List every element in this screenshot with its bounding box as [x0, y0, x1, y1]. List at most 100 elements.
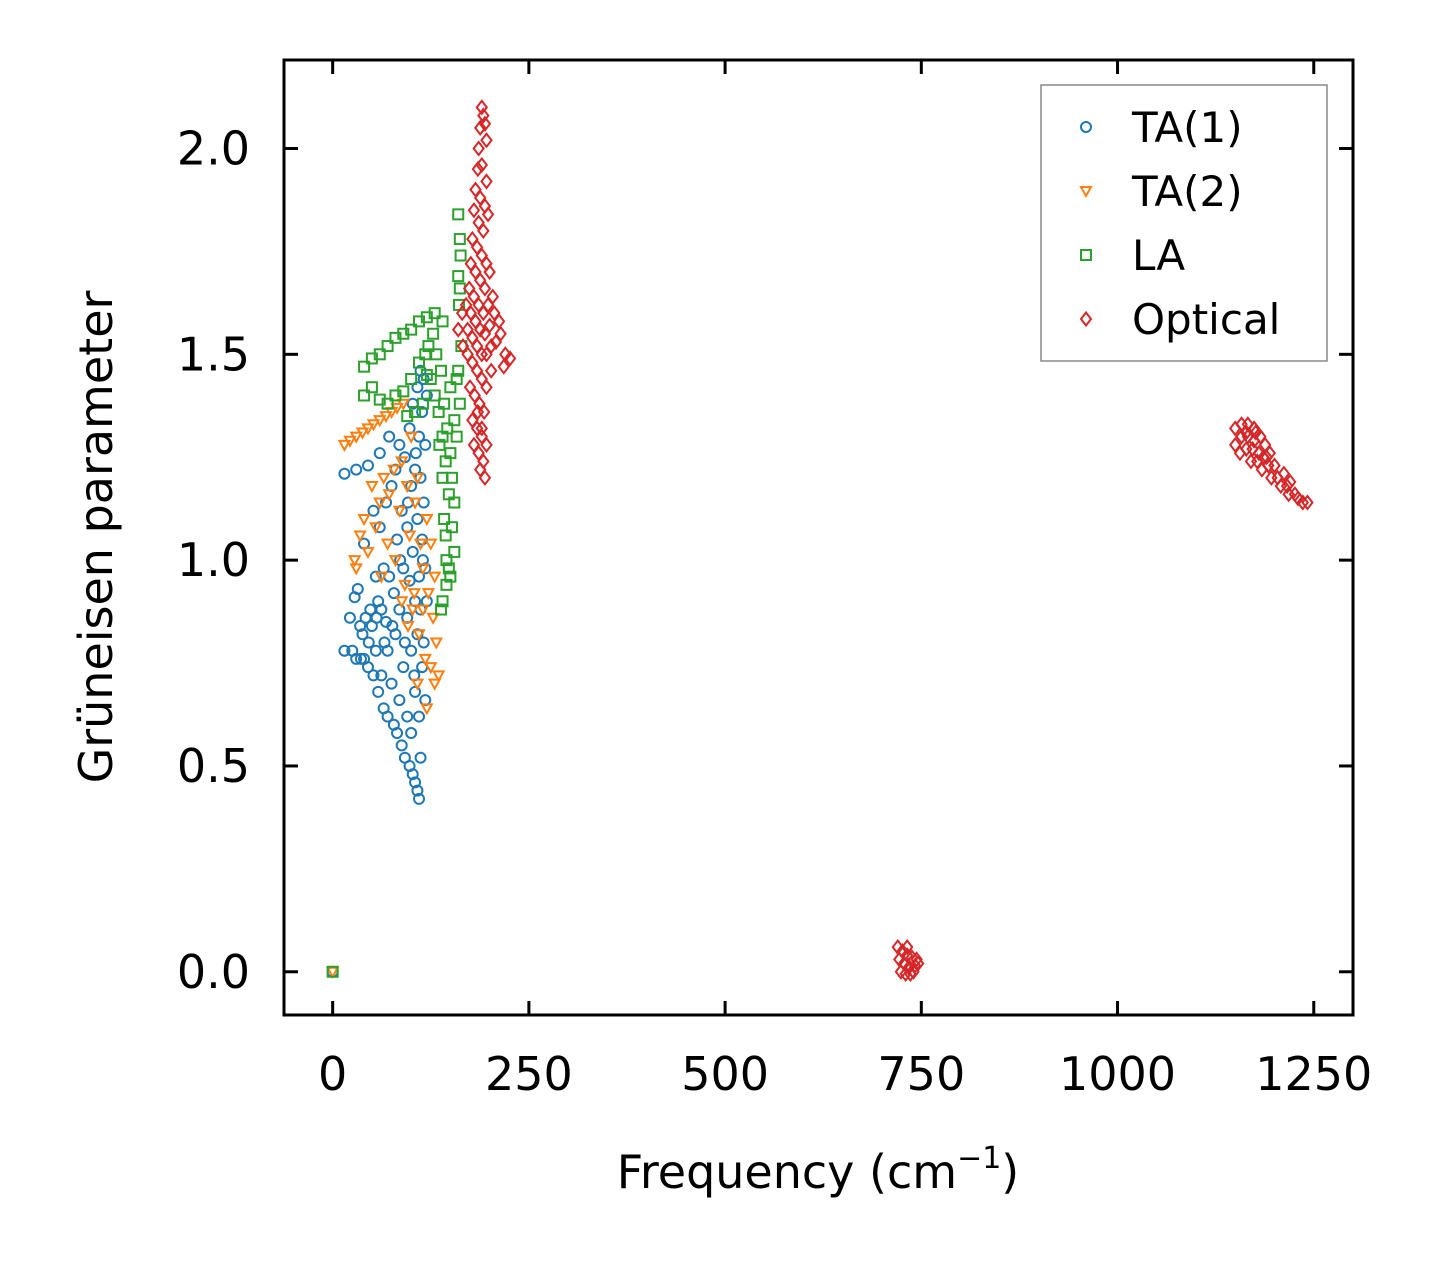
data-point — [411, 512, 424, 525]
data-point — [406, 768, 419, 781]
data-point — [343, 435, 357, 448]
data-point — [448, 414, 461, 427]
legend-label: Optical — [1132, 295, 1280, 344]
data-point — [349, 563, 363, 576]
data-point — [426, 612, 440, 625]
data-point — [411, 784, 424, 797]
data-point — [410, 678, 425, 691]
data-point — [392, 505, 407, 518]
data-point — [450, 430, 463, 443]
data-point — [386, 620, 399, 633]
data-point — [424, 662, 438, 675]
data-point — [486, 288, 500, 305]
data-point — [350, 652, 363, 665]
data-point — [424, 373, 437, 386]
data-point — [381, 710, 394, 723]
data-point — [361, 546, 375, 559]
data-point — [452, 270, 465, 283]
data-point — [1277, 465, 1291, 482]
data-point — [453, 233, 466, 246]
data-point — [427, 678, 442, 691]
data-point — [401, 710, 414, 723]
data-point — [444, 381, 457, 394]
legend-marker — [1079, 310, 1093, 328]
data-point — [398, 579, 412, 592]
data-point — [419, 438, 432, 451]
data-point — [367, 504, 380, 517]
series-ta-2 — [325, 398, 446, 979]
data-point — [416, 563, 430, 576]
data-point — [410, 472, 425, 485]
data-point — [382, 489, 396, 502]
data-point — [427, 327, 440, 340]
data-point — [420, 389, 433, 402]
data-point — [477, 107, 490, 124]
data-point — [441, 422, 454, 435]
data-point — [453, 397, 466, 410]
data-point — [434, 603, 447, 616]
data-point — [405, 727, 418, 740]
data-point — [448, 496, 461, 509]
data-point — [405, 323, 418, 336]
data-point — [356, 628, 369, 641]
data-point — [908, 957, 922, 974]
data-point — [402, 530, 417, 543]
data-point — [483, 263, 496, 281]
data-point — [444, 570, 457, 583]
data-point — [471, 403, 485, 421]
data-point — [494, 325, 507, 342]
data-point — [338, 644, 351, 657]
data-point — [409, 405, 422, 418]
data-point — [1244, 453, 1258, 470]
data-point — [347, 555, 362, 568]
data-point — [480, 436, 493, 454]
data-point — [409, 776, 422, 789]
data-point — [416, 604, 430, 617]
data-point — [391, 727, 404, 740]
data-point — [450, 373, 463, 386]
data-point — [420, 703, 434, 716]
data-point — [1288, 486, 1302, 503]
data-point — [503, 350, 517, 367]
data-point — [475, 99, 489, 116]
data-point — [350, 463, 363, 476]
data-point — [397, 661, 410, 674]
data-point — [401, 621, 415, 634]
data-point — [408, 497, 422, 510]
data-point — [1268, 457, 1281, 474]
data-point — [910, 951, 923, 968]
data-point — [385, 677, 398, 690]
data-point — [452, 208, 465, 221]
data-point — [395, 456, 409, 469]
legend: TA(1) TA(2) LA Optical — [1040, 84, 1328, 362]
data-point — [481, 206, 495, 223]
axis-tick-labels: 0 250 500 750 1000 1250 0.0 0.5 1.0 1.5 2.0 — [177, 122, 1372, 1101]
data-point — [431, 670, 446, 683]
data-point — [372, 685, 385, 698]
x-axis-title-suffix: ) — [1001, 1145, 1019, 1199]
data-point — [406, 604, 420, 617]
data-point — [412, 629, 426, 642]
data-point — [395, 596, 409, 609]
data-point — [1249, 424, 1262, 441]
data-point — [480, 132, 493, 149]
x-tick-label: 250 — [485, 1047, 573, 1101]
data-point — [413, 538, 428, 551]
legend-marker — [1079, 186, 1093, 199]
data-point — [400, 481, 414, 494]
data-point — [454, 249, 467, 262]
data-point — [412, 710, 425, 723]
series-ta-1 — [326, 364, 433, 978]
data-point — [412, 792, 425, 805]
data-point — [393, 438, 406, 451]
data-point — [427, 571, 442, 584]
legend-label: TA(2) — [1131, 167, 1243, 216]
data-point — [369, 644, 382, 657]
data-point — [387, 587, 400, 600]
data-point — [404, 431, 418, 444]
data-point — [393, 603, 406, 616]
data-point — [373, 415, 387, 428]
data-point — [396, 398, 411, 411]
y-axis-title: Grüneisen parameter — [69, 290, 123, 783]
x-axis-title: Frequency (cm−1) — [617, 1141, 1020, 1199]
